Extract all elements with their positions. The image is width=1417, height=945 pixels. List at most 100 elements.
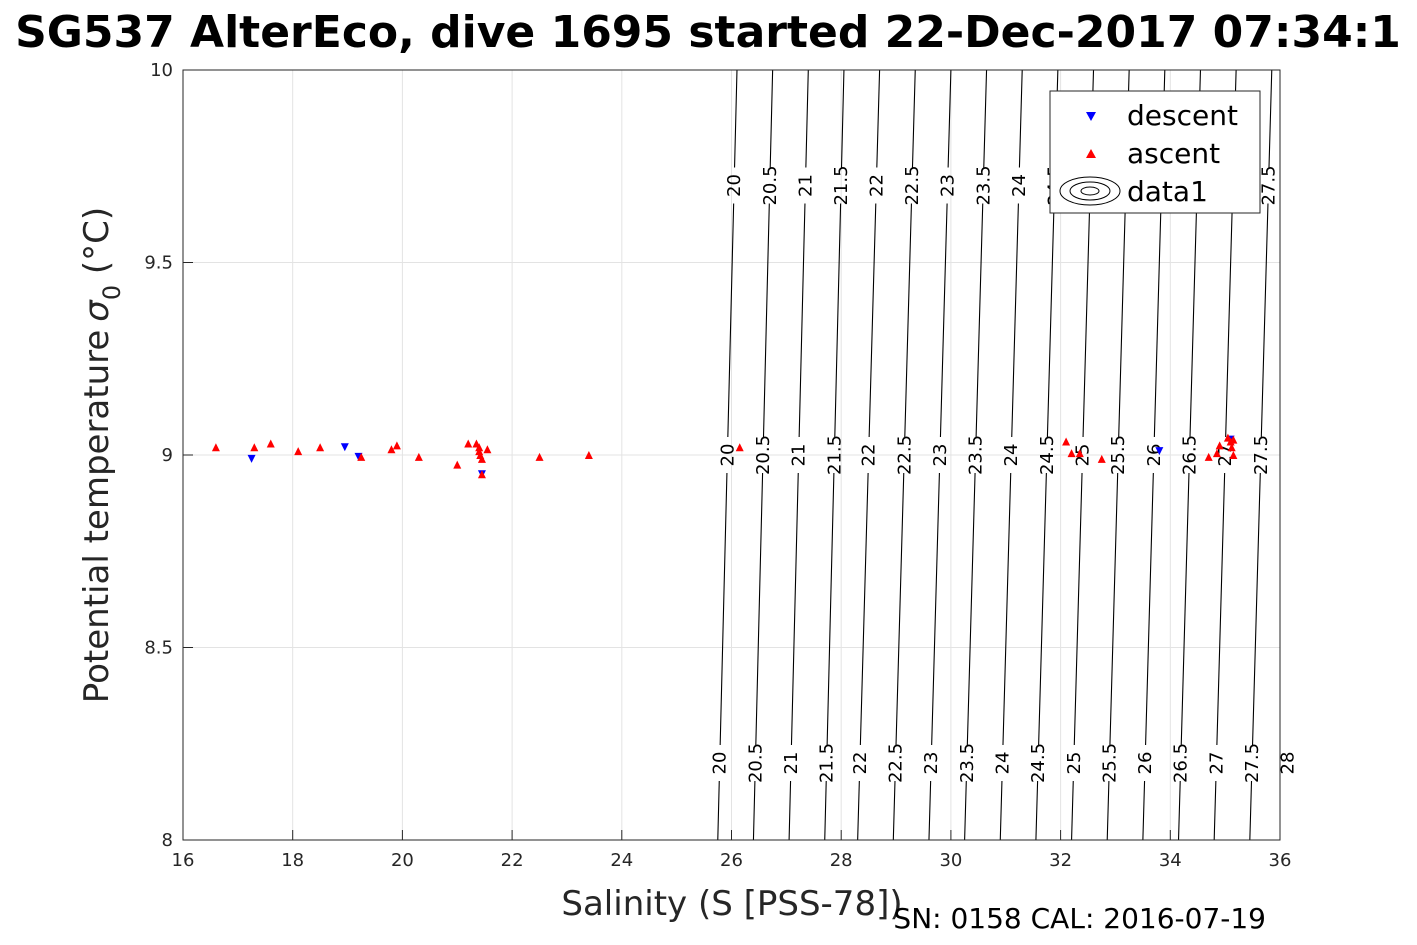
x-tick-label: 34 bbox=[1159, 850, 1182, 871]
isopycnal-label: 23.5 bbox=[973, 165, 994, 205]
x-tick-label: 18 bbox=[281, 850, 304, 871]
x-tick-label: 22 bbox=[501, 850, 524, 871]
isopycnal-label: 21 bbox=[795, 174, 816, 197]
ascent-point bbox=[414, 452, 423, 461]
legend-descent-label: descent bbox=[1127, 99, 1238, 132]
isopycnal-label: 27 bbox=[1206, 752, 1227, 775]
ascent-point bbox=[1227, 443, 1236, 452]
isopycnal-label: 23.5 bbox=[957, 743, 978, 783]
isopycnal-line bbox=[1106, 70, 1130, 840]
x-tick-label: 16 bbox=[172, 850, 195, 871]
x-tick-label: 20 bbox=[391, 850, 414, 871]
isopycnal-line bbox=[892, 70, 916, 840]
data-points bbox=[211, 433, 1238, 479]
ascent-point bbox=[477, 470, 486, 479]
ascent-point bbox=[1215, 441, 1224, 450]
isopycnal-label: 20.5 bbox=[745, 743, 766, 783]
isopycnal-label: 22 bbox=[859, 444, 880, 467]
isopycnal-label: 22.5 bbox=[886, 743, 907, 783]
isopycnal-label: 22 bbox=[850, 752, 871, 775]
legend-data1-label: data1 bbox=[1127, 175, 1208, 208]
isopycnal-line bbox=[824, 70, 845, 840]
series-ascent bbox=[211, 433, 1238, 479]
ascent-point bbox=[1212, 449, 1221, 458]
isopycnal-label: 26.5 bbox=[1171, 743, 1192, 783]
ascent-point bbox=[250, 443, 259, 452]
ascent-point bbox=[1075, 449, 1084, 458]
isopycnal-label: 20 bbox=[710, 752, 731, 775]
serial-calibration-footer: SN: 0158 CAL: 2016-07-19 bbox=[893, 902, 1266, 935]
ascent-point bbox=[294, 447, 303, 456]
isopycnal-label: 23 bbox=[938, 174, 959, 197]
isopycnal-line bbox=[788, 70, 809, 840]
y-axis-label-subscript: 0 bbox=[98, 285, 126, 300]
y-tick-label: 8.5 bbox=[144, 638, 173, 659]
ascent-point bbox=[1067, 449, 1076, 458]
x-tick-label: 24 bbox=[610, 850, 633, 871]
legend-contour-icon bbox=[1059, 176, 1121, 206]
y-axis-label: Potential temperature σ0 (°C) bbox=[77, 207, 126, 703]
y-tick-label: 9.5 bbox=[144, 253, 173, 274]
isopycnal-label: 25.5 bbox=[1099, 743, 1120, 783]
ascent-point bbox=[535, 452, 544, 461]
isopycnal-label: 21 bbox=[789, 444, 810, 467]
isopycnal-line bbox=[1142, 70, 1166, 840]
legend: descent ascent data1 bbox=[1049, 90, 1261, 214]
isopycnal-label: 26 bbox=[1144, 444, 1165, 467]
ascent-point bbox=[483, 445, 492, 454]
isopycnal-label: 24 bbox=[1001, 444, 1022, 467]
x-tick-label: 26 bbox=[720, 850, 743, 871]
descent-point bbox=[1155, 447, 1164, 456]
x-tick-label: 28 bbox=[830, 850, 853, 871]
ascent-point bbox=[1229, 435, 1238, 444]
isopycnal-label: 24 bbox=[1009, 174, 1030, 197]
isopycnal-label: 24.5 bbox=[1037, 435, 1058, 475]
isopycnal-line bbox=[1071, 70, 1095, 840]
isopycnal-label: 24.5 bbox=[1028, 743, 1049, 783]
ascent-point bbox=[464, 439, 473, 448]
isopycnal-line bbox=[964, 70, 988, 840]
chart-title: SG537 AlterEco, dive 1695 started 22-Dec… bbox=[15, 7, 1401, 58]
isopycnal-line bbox=[752, 70, 774, 840]
descent-point bbox=[340, 443, 349, 452]
ascent-point bbox=[1097, 454, 1106, 463]
x-tick-label: 32 bbox=[1049, 850, 1072, 871]
isopycnal-label: 20.5 bbox=[760, 165, 781, 205]
isopycnal-line bbox=[999, 70, 1023, 840]
x-tick-label: 36 bbox=[1269, 850, 1292, 871]
isopycnal-label: 28 bbox=[1278, 752, 1299, 775]
isopycnal-label: 27.5 bbox=[1258, 165, 1279, 205]
isopycnal-line bbox=[1035, 70, 1059, 840]
isopycnal-line bbox=[1213, 70, 1237, 840]
isopycnal-line bbox=[1249, 70, 1273, 840]
ascent-point bbox=[735, 443, 744, 452]
isopycnal-line bbox=[717, 70, 738, 840]
y-tick-label: 10 bbox=[150, 60, 173, 81]
legend-ascent-marker bbox=[1086, 149, 1096, 158]
isopycnal-label: 22.5 bbox=[902, 165, 923, 205]
isopycnal-label: 26 bbox=[1135, 752, 1156, 775]
axis-ticks: 16 18 20 22 24 26 28 30 32 34 36 8 8.5 9 9.5 10 bbox=[144, 60, 1291, 871]
ascent-point bbox=[477, 454, 486, 463]
isopycnal-label: 23 bbox=[921, 752, 942, 775]
isopycnal-label: 24 bbox=[992, 752, 1013, 775]
ascent-point bbox=[211, 443, 220, 452]
isopycnal-label: 21.5 bbox=[831, 165, 852, 205]
ascent-point bbox=[1204, 452, 1213, 461]
isopycnal-label: 20.5 bbox=[753, 435, 774, 475]
isopycnal-label: 21.5 bbox=[824, 435, 845, 475]
ascent-point bbox=[392, 441, 401, 450]
y-axis-label-text: Potential temperature bbox=[77, 330, 117, 703]
y-axis-label-unit: (°C) bbox=[77, 207, 117, 285]
isopycnal-label: 27.5 bbox=[1251, 435, 1272, 475]
isopycnal-line bbox=[1177, 70, 1202, 840]
ascent-point bbox=[584, 451, 593, 459]
isopycnal-line bbox=[857, 70, 881, 840]
isopycnal-label: 22.5 bbox=[894, 435, 915, 475]
legend-descent-marker bbox=[1086, 112, 1096, 121]
x-axis-label: Salinity (S [PSS-78]) bbox=[561, 884, 902, 924]
ascent-point bbox=[357, 452, 366, 461]
descent-point bbox=[247, 454, 256, 463]
isopycnal-label: 21 bbox=[781, 752, 802, 775]
